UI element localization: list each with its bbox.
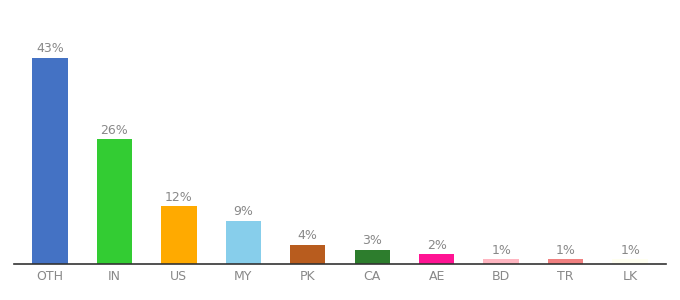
Bar (483, 259, 519, 264)
Bar (548, 259, 583, 264)
Bar (354, 250, 390, 264)
Bar (32, 58, 67, 264)
Bar (290, 245, 326, 264)
Text: 26%: 26% (101, 124, 128, 137)
Text: 4%: 4% (298, 230, 318, 242)
Bar (419, 254, 454, 264)
Text: 3%: 3% (362, 234, 382, 247)
Text: 1%: 1% (491, 244, 511, 257)
Bar (97, 139, 132, 264)
Text: 9%: 9% (233, 206, 253, 218)
Bar (613, 259, 648, 264)
Text: 43%: 43% (36, 42, 64, 55)
Text: 1%: 1% (620, 244, 640, 257)
Bar (226, 221, 261, 264)
Text: 2%: 2% (427, 239, 447, 252)
Bar (161, 206, 197, 264)
Text: 12%: 12% (165, 191, 192, 204)
Text: 1%: 1% (556, 244, 576, 257)
